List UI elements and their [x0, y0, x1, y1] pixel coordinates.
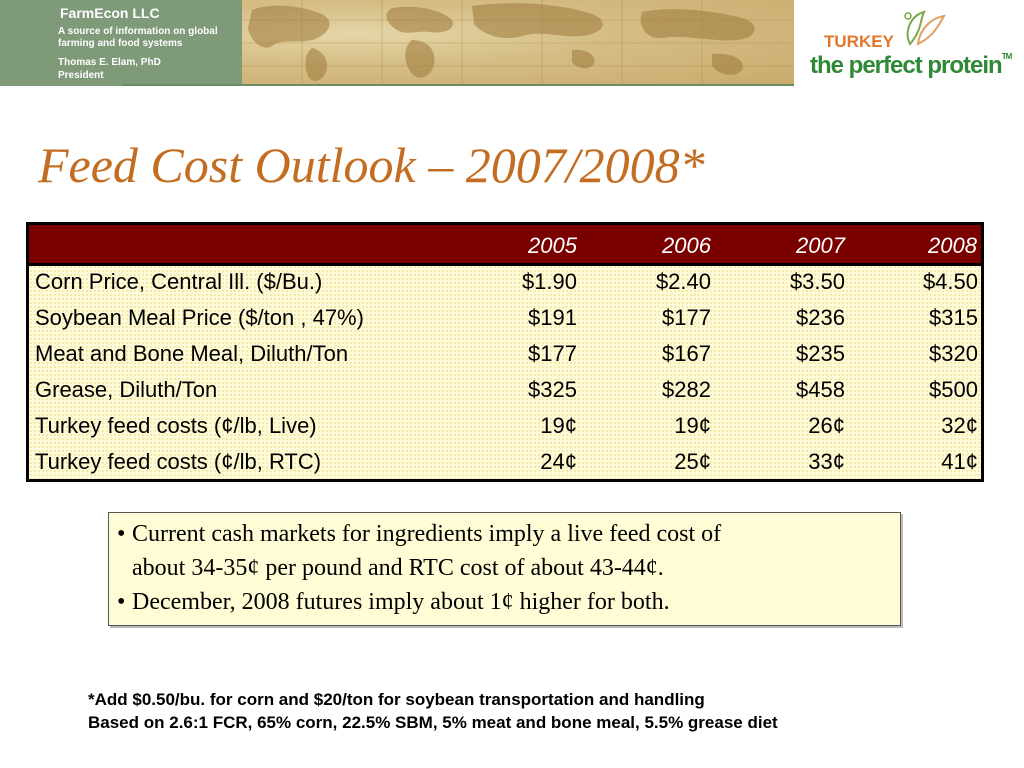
footnote-diet: Based on 2.6:1 FCR, 65% corn, 22.5% SBM,…	[88, 713, 778, 732]
cell-value: 25¢	[674, 449, 711, 474]
brand-title: FarmEcon LLC	[60, 5, 160, 21]
cell-value: $236	[796, 305, 845, 330]
footnote-transport: *Add $0.50/bu. for corn and $20/ton for …	[88, 690, 705, 709]
cell-value: $500	[929, 377, 978, 402]
cell-value: $3.50	[789, 269, 845, 294]
note-item: • December, 2008 futures imply about 1¢ h…	[117, 589, 670, 616]
cell-value: $2.40	[655, 269, 711, 294]
brand-author-role: President	[58, 70, 104, 81]
cell-value: $320	[929, 341, 978, 366]
table-row: Turkey feed costs (¢/lb, RTC) 24¢ 25¢ 33…	[29, 445, 981, 481]
header-year-2007: 2007	[796, 233, 845, 258]
trademark-mark: TM	[1001, 52, 1013, 61]
cell-value: 33¢	[808, 449, 845, 474]
table-row: Grease, Diluth/Ton $325 $282 $458 $500	[29, 373, 981, 409]
note-item: • Current cash markets for ingredients im…	[117, 521, 721, 548]
cell-value: $4.50	[922, 269, 978, 294]
table-row: Meat and Bone Meal, Diluth/Ton $177 $167…	[29, 337, 981, 373]
row-label: Soybean Meal Price ($/ton , 47%)	[35, 305, 364, 330]
row-label: Corn Price, Central Ill. ($/Bu.)	[35, 269, 323, 294]
leaf-icon	[904, 10, 946, 46]
table-row: Turkey feed costs (¢/lb, Live) 19¢ 19¢ 2…	[29, 409, 981, 445]
row-label: Grease, Diluth/Ton	[35, 377, 218, 402]
page-title: Feed Cost Outlook – 2007/2008*	[38, 137, 705, 193]
cell-value: 24¢	[540, 449, 577, 474]
cell-value: 19¢	[540, 413, 577, 438]
cell-value: $315	[929, 305, 978, 330]
table-row: Corn Price, Central Ill. ($/Bu.) $1.90 $…	[29, 265, 981, 301]
cell-value: $235	[796, 341, 845, 366]
brand-panel: FarmEcon LLC A source of information on …	[0, 0, 242, 86]
cell-value: 19¢	[674, 413, 711, 438]
cell-value: $282	[662, 377, 711, 402]
cell-value: $167	[662, 341, 711, 366]
cell-value: 32¢	[941, 413, 978, 438]
cell-value: $325	[528, 377, 577, 402]
bullet: •	[117, 521, 126, 547]
notes-box: • Current cash markets for ingredients im…	[108, 512, 901, 626]
turkey-logo: TURKEY the perfect proteinTM	[806, 6, 1020, 84]
note-continuation: about 34-35¢ per pound and RTC cost of a…	[132, 555, 664, 581]
cell-value: 26¢	[808, 413, 845, 438]
table-header-row: 2005 2006 2007 2008	[29, 225, 981, 266]
cell-value: $177	[528, 341, 577, 366]
brand-author: Thomas E. Elam, PhD President	[58, 56, 238, 82]
brand-description: A source of information on global farmin…	[58, 26, 218, 49]
header-divider	[122, 84, 794, 86]
brand-author-name: Thomas E. Elam, PhD	[58, 57, 161, 68]
header-year-2008: 2008	[928, 233, 977, 258]
cell-value: $177	[662, 305, 711, 330]
logo-turkey-word: TURKEY	[824, 32, 894, 51]
row-label: Turkey feed costs (¢/lb, RTC)	[35, 449, 322, 474]
row-label: Turkey feed costs (¢/lb, Live)	[35, 413, 317, 438]
world-map-banner	[242, 0, 794, 86]
logo-tagline: the perfect proteinTM	[810, 52, 1013, 80]
feed-cost-table: 2005 2006 2007 2008 Corn Price, Central …	[26, 222, 984, 482]
world-map-graphic	[242, 0, 794, 86]
row-label: Meat and Bone Meal, Diluth/Ton	[35, 341, 349, 366]
header-year-2006: 2006	[662, 233, 711, 258]
header-year-2005: 2005	[528, 233, 577, 258]
cell-value: $1.90	[521, 269, 577, 294]
cell-value: $458	[796, 377, 845, 402]
cell-value: $191	[528, 305, 577, 330]
cell-value: 41¢	[941, 449, 978, 474]
table-row: Soybean Meal Price ($/ton , 47%) $191 $1…	[29, 301, 981, 337]
logo-tagline-text: the perfect protein	[810, 52, 1003, 79]
bullet: •	[117, 589, 126, 615]
note-text: Current cash markets for ingredients imp…	[132, 521, 722, 547]
note-text: December, 2008 futures imply about 1¢ hi…	[132, 589, 670, 615]
